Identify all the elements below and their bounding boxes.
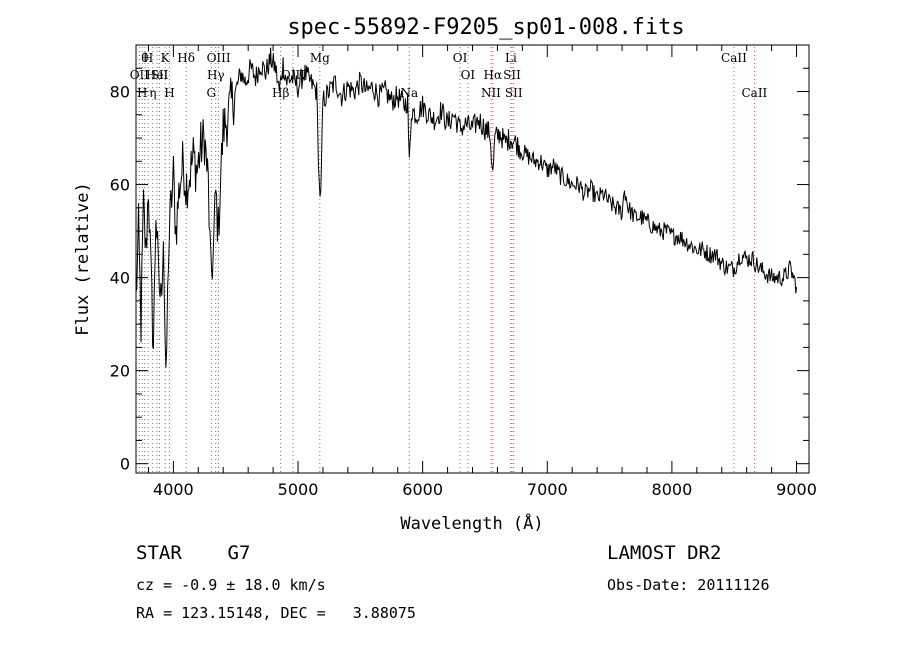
- spectrum-line: [135, 47, 797, 368]
- line-marker-label: K: [161, 51, 171, 65]
- y-tick-label: 60: [110, 176, 130, 195]
- line-marker-label: SII: [151, 68, 169, 82]
- y-tick-label: 80: [110, 83, 130, 102]
- survey-name: LAMOST DR2: [607, 542, 722, 564]
- line-marker-label: NII: [481, 86, 501, 100]
- line-marker-label: Hα: [484, 68, 503, 82]
- line-marker-label: H: [143, 51, 153, 65]
- line-marker-label: Hδ: [177, 51, 195, 65]
- line-marker-label: CaII: [741, 86, 767, 100]
- line-marker-label: G: [206, 86, 216, 100]
- y-tick-label: 20: [110, 362, 130, 381]
- line-marker-label: Na: [400, 86, 418, 100]
- x-tick-label: 4000: [153, 480, 194, 499]
- line-marker-label: H: [137, 86, 147, 100]
- line-marker-label: OI: [461, 68, 476, 82]
- line-marker-label: SII: [503, 68, 521, 82]
- coordinates: RA = 123.15148, DEC = 3.88075: [136, 604, 416, 622]
- axis-ticks: 4000 5000 6000 7000 8000 9000 0 20 40 60 80: [110, 45, 817, 499]
- x-axis-label: Wavelength (Å): [400, 512, 543, 534]
- line-marker-label: OI: [453, 51, 468, 65]
- line-marker-label: Li: [505, 51, 517, 65]
- line-marker-label: OIII: [207, 51, 231, 65]
- line-marker-label: Hγ: [207, 68, 225, 82]
- x-tick-label: 8000: [652, 480, 693, 499]
- obs-date: Obs-Date: 20111126: [607, 576, 770, 594]
- spectral-line-markers: OIIHθHηHeISIIKHHδGHγOIIIHβOIIIMgNaOIOINI…: [130, 47, 768, 473]
- line-marker-label: η: [149, 86, 156, 100]
- y-axis-label: Flux (relative): [73, 182, 93, 336]
- line-marker-label: Hβ: [272, 86, 289, 100]
- line-marker-label: CaII: [721, 51, 747, 65]
- object-type: STAR G7: [136, 542, 251, 564]
- x-tick-label: 5000: [278, 480, 319, 499]
- redshift-readout: cz = -0.9 ± 18.0 km/s: [136, 576, 326, 594]
- line-marker-label: SII: [505, 86, 523, 100]
- line-marker-label: HeI: [146, 68, 169, 82]
- line-marker-label: Mg: [310, 51, 330, 65]
- y-tick-label: 40: [110, 269, 130, 288]
- x-tick-label: 7000: [527, 480, 568, 499]
- line-marker-label: OII: [130, 68, 150, 82]
- y-tick-label: 0: [120, 455, 130, 474]
- line-marker-label: θ: [141, 51, 148, 65]
- chart-title: spec-55892-F9205_sp01-008.fits: [287, 15, 684, 40]
- x-tick-label: 6000: [402, 480, 443, 499]
- x-tick-label: 9000: [776, 480, 817, 499]
- line-marker-label: H: [164, 86, 174, 100]
